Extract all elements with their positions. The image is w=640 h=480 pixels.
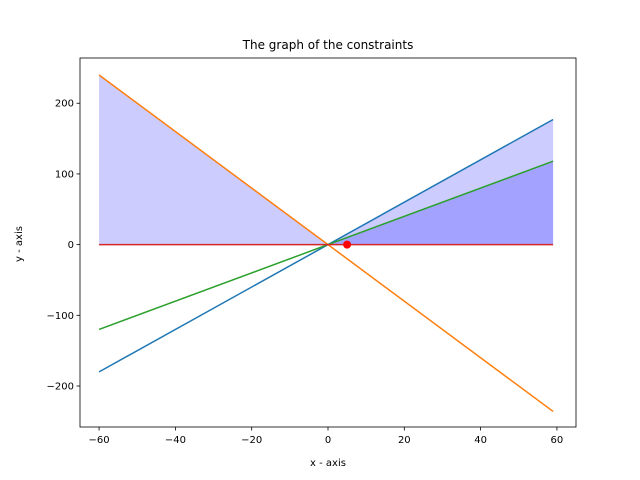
y-tick-label: −200 <box>47 382 74 393</box>
series-line-2 <box>98 74 554 413</box>
y-tick-label: 0 <box>68 240 74 251</box>
data-points <box>343 240 352 249</box>
series-lines <box>98 74 554 413</box>
x-tick-label: 60 <box>551 435 564 446</box>
data-point-1 <box>343 240 352 249</box>
y-tick-label: 100 <box>55 169 74 180</box>
x-axis-ticks: −60 −40 −20 0 20 40 60 <box>89 427 564 446</box>
chart-title: The graph of the constraints <box>242 38 414 52</box>
x-tick-label: −60 <box>89 435 110 446</box>
x-tick-label: 20 <box>398 435 411 446</box>
y-axis-ticks: −200 −100 0 100 200 <box>47 99 80 393</box>
y-tick-label: −100 <box>47 311 74 322</box>
x-tick-label: −40 <box>165 435 186 446</box>
x-tick-label: 0 <box>325 435 331 446</box>
x-tick-label: 40 <box>474 435 487 446</box>
x-axis-label: x - axis <box>310 458 346 469</box>
x-tick-label: −20 <box>241 435 262 446</box>
y-tick-label: 200 <box>55 99 74 110</box>
y-axis-label: y - axis <box>14 226 25 262</box>
